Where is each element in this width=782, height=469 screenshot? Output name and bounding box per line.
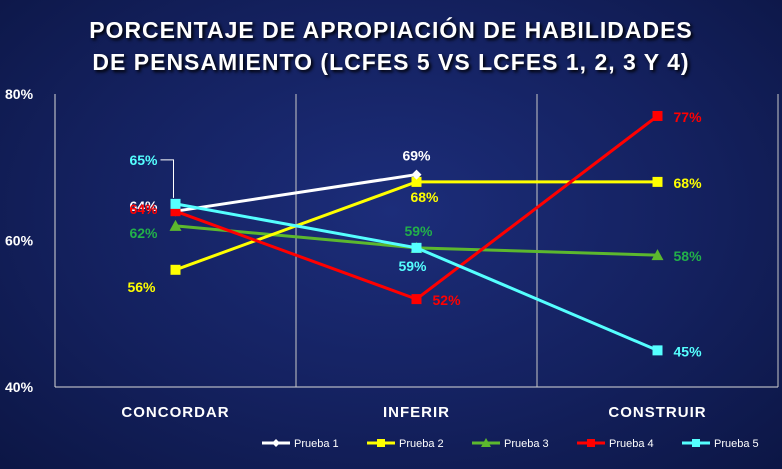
legend-marker	[272, 439, 280, 447]
legend-label: Prueba 3	[504, 438, 549, 450]
y-tick-label: 60%	[5, 233, 34, 249]
legend-label: Prueba 1	[294, 438, 339, 450]
data-label: 68%	[674, 175, 703, 191]
series-4-point	[170, 206, 181, 217]
legend-marker	[481, 438, 491, 447]
series-2-point	[652, 176, 663, 187]
series-line-1	[175, 173, 417, 213]
x-category-label: CONCORDAR	[121, 404, 229, 421]
series-5-point	[170, 198, 181, 209]
data-label: 69%	[402, 148, 431, 164]
series-3-point	[169, 219, 182, 231]
series-5-point	[652, 345, 663, 356]
legend-marker	[587, 439, 595, 447]
series-4-point	[411, 294, 422, 305]
data-label: 59%	[398, 258, 427, 274]
series-1-point	[411, 169, 422, 180]
title-line-2: DE PENSAMIENTO (LCFES 5 VS LCFES 1, 2, 3…	[92, 49, 690, 75]
series-2-point	[170, 264, 181, 275]
data-label: 58%	[674, 248, 703, 264]
series-4-point	[652, 110, 663, 121]
data-label: 68%	[410, 189, 439, 205]
series-5-point	[411, 242, 422, 253]
data-label: 77%	[674, 109, 703, 125]
data-label: 64%	[129, 201, 158, 217]
data-label: 52%	[433, 292, 462, 308]
y-tick-label: 40%	[5, 379, 34, 395]
legend-marker	[377, 439, 385, 447]
data-label: 59%	[404, 223, 433, 239]
legend-label: Prueba 5	[714, 438, 759, 450]
data-label: 45%	[674, 343, 703, 359]
title-line-1: PORCENTAJE DE APROPIACIÓN DE HABILIDADES	[89, 17, 693, 43]
x-category-label: CONSTRUIR	[608, 404, 706, 421]
legend-marker	[692, 439, 700, 447]
legend-label: Prueba 2	[399, 438, 444, 450]
data-label: 56%	[127, 279, 156, 295]
y-tick-label: 80%	[5, 86, 34, 102]
legend-label: Prueba 4	[609, 438, 654, 450]
label-leader-line	[160, 159, 174, 198]
data-label: 65%	[129, 152, 158, 168]
series-3-point	[651, 249, 664, 261]
x-category-label: INFERIR	[383, 404, 450, 421]
series-2-point	[411, 176, 422, 187]
data-label: 62%	[129, 225, 158, 241]
data-label: 64%	[129, 198, 158, 214]
chart-title: PORCENTAJE DE APROPIACIÓN DE HABILIDADES…	[0, 14, 782, 78]
